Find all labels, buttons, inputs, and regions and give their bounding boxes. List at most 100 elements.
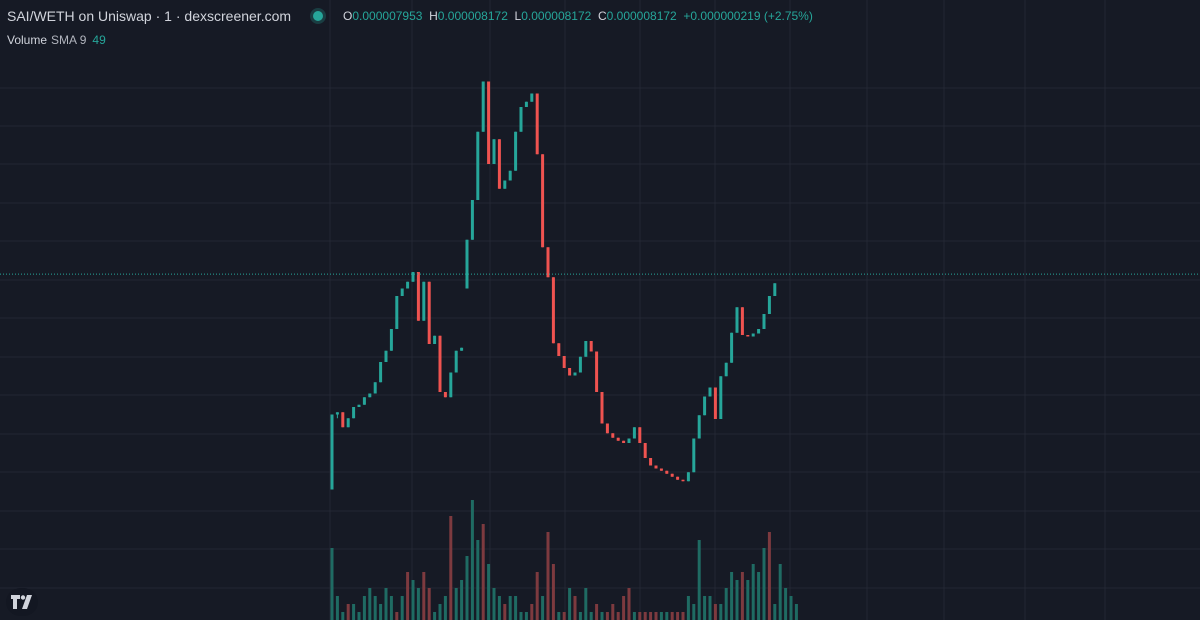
volume-bar: [708, 596, 712, 620]
candle-body: [379, 362, 383, 383]
volume-bar: [638, 612, 642, 620]
candle-body: [643, 443, 647, 458]
volume-bar: [346, 604, 350, 620]
volume-bar: [676, 612, 680, 620]
candle: [735, 307, 739, 333]
candle: [503, 180, 507, 189]
candle: [557, 343, 561, 356]
volume-bar: [600, 612, 604, 620]
volume-label: Volume: [7, 33, 48, 47]
candle-body: [703, 396, 707, 416]
candle: [703, 396, 707, 416]
market-status-icon: [313, 11, 324, 21]
candle: [524, 101, 528, 107]
candle: [670, 473, 674, 477]
volume-bar: [789, 596, 793, 620]
candle: [762, 314, 766, 329]
volume-bar: [589, 612, 593, 620]
volume-bar: [406, 572, 410, 620]
candle: [487, 81, 491, 164]
candle: [622, 440, 626, 443]
low-label: L: [514, 9, 522, 23]
candle-body: [740, 307, 744, 335]
volume-bar: [568, 588, 572, 620]
volume-bar: [557, 612, 561, 620]
candle: [659, 468, 663, 471]
chart-legend: SAI/WETH on Uniswap · 1 · dexscreener.co…: [7, 8, 813, 24]
candle-body: [746, 335, 750, 337]
candle-body: [730, 332, 734, 363]
candle: [384, 350, 388, 362]
candle-body: [751, 333, 755, 337]
volume-bar: [352, 604, 356, 620]
candle-body: [481, 81, 485, 132]
candle-body: [632, 427, 636, 439]
volume-bar: [616, 612, 620, 620]
candle: [346, 418, 350, 428]
candle-body: [573, 372, 577, 376]
tradingview-logo-icon[interactable]: [6, 588, 38, 616]
volume-bar: [757, 572, 761, 620]
candle: [573, 372, 577, 376]
volume-legend[interactable]: Volume SMA 9 49: [7, 33, 106, 47]
candle: [616, 437, 620, 441]
volume-bar: [449, 516, 453, 620]
volume-bar: [438, 604, 442, 620]
candle: [654, 465, 658, 469]
candle: [492, 139, 496, 164]
candle-body: [514, 131, 518, 171]
candle-body: [406, 281, 410, 289]
candle: [395, 296, 399, 329]
volume-bar: [551, 564, 555, 620]
candle-body: [362, 397, 366, 405]
volume-bar: [686, 596, 690, 620]
candle: [589, 341, 593, 352]
candle-body: [611, 433, 615, 438]
symbol-title[interactable]: SAI/WETH on Uniswap · 1 · dexscreener.co…: [7, 8, 292, 24]
candle-body: [638, 427, 642, 443]
candle-body: [335, 412, 339, 415]
candle: [643, 443, 647, 458]
candle-body: [422, 281, 426, 321]
volume-bar: [670, 612, 674, 620]
volume-bar: [778, 564, 782, 620]
candle-body: [357, 404, 361, 407]
candle-body: [676, 476, 680, 480]
volume-bar: [605, 612, 609, 620]
candle-body: [497, 139, 501, 189]
candle: [330, 414, 334, 490]
candle-body: [541, 154, 545, 248]
volume-bar: [476, 540, 480, 620]
volume-bar: [481, 524, 485, 620]
close-value: 0.000008172: [606, 9, 677, 23]
volume-bar: [562, 612, 566, 620]
candle: [724, 362, 728, 377]
candle: [341, 412, 345, 428]
candle: [546, 247, 550, 278]
candle-body: [368, 393, 372, 398]
candle-body: [649, 458, 653, 466]
volume-bar: [665, 612, 669, 620]
open-label: O: [343, 9, 353, 23]
candle-body: [400, 288, 404, 296]
volume-bars: [330, 500, 798, 620]
candle: [362, 397, 366, 405]
candle: [449, 372, 453, 398]
close-label: C: [597, 9, 607, 23]
candle: [357, 404, 361, 407]
candle: [730, 332, 734, 363]
candle-body: [757, 329, 761, 334]
candle: [708, 387, 712, 397]
candle-body: [470, 200, 474, 240]
candle-body: [476, 131, 480, 200]
volume-bar: [530, 604, 534, 620]
volume-bar: [411, 580, 415, 620]
candle: [497, 139, 501, 189]
volume-bar: [519, 612, 523, 620]
volume-bar: [703, 596, 707, 620]
volume-bar: [422, 572, 426, 620]
candle: [767, 296, 771, 314]
volume-bar: [357, 612, 361, 620]
